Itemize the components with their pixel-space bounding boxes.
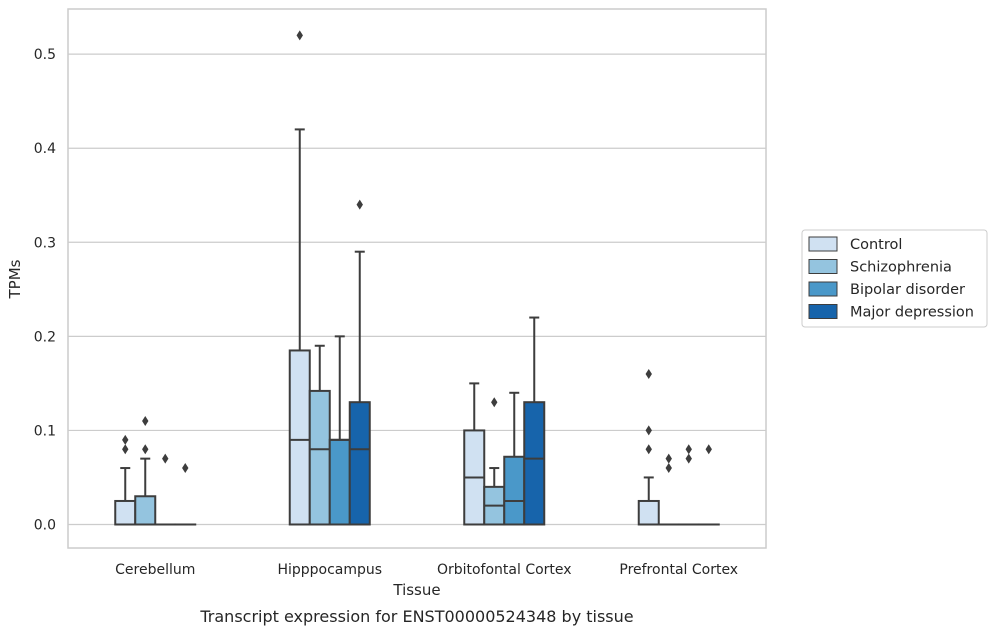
box xyxy=(134,416,157,526)
box-series xyxy=(114,30,720,526)
outlier-point xyxy=(685,453,692,464)
y-axis-label: TPMs xyxy=(6,259,24,299)
plot-area-frame xyxy=(67,8,767,549)
legend: Control Schizophrenia Bipolar disorder Majo… xyxy=(801,229,988,328)
outlier-point xyxy=(685,444,692,455)
legend-swatch xyxy=(808,304,838,319)
outlier-point xyxy=(645,425,652,436)
outlier-point xyxy=(665,463,672,474)
box-body xyxy=(288,349,311,526)
box xyxy=(503,391,526,526)
y-tick-label: 0.3 xyxy=(34,235,56,251)
legend-item: Schizophrenia xyxy=(808,259,952,276)
outlier-point xyxy=(142,416,149,427)
outlier-point xyxy=(182,463,189,474)
box xyxy=(114,434,137,526)
box xyxy=(308,344,331,526)
box-body xyxy=(348,401,371,526)
legend-label: Control xyxy=(850,237,902,253)
legend-frame xyxy=(801,229,988,328)
x-axis-label: Tissue xyxy=(392,581,440,599)
legend-label: Major depression xyxy=(850,305,974,321)
box xyxy=(463,382,486,526)
outlier-point xyxy=(491,397,498,408)
series-schizophrenia xyxy=(134,344,680,526)
box-body xyxy=(523,401,546,526)
gridlines xyxy=(68,53,766,526)
box xyxy=(348,199,371,526)
y-tick-label: 0.0 xyxy=(34,517,56,533)
x-tick-labels: Cerebellum Hipppocampus Orbitofontal Corte… xyxy=(115,562,738,578)
series-bipolar-disorder xyxy=(154,335,700,526)
outlier-point xyxy=(162,453,169,464)
x-tick-label: Hipppocampus xyxy=(277,562,382,578)
outlier-point xyxy=(665,453,672,464)
outlier-point xyxy=(122,444,129,455)
y-tick-labels: 0.0 0.1 0.2 0.3 0.4 0.5 xyxy=(34,47,56,533)
legend-item: Bipolar disorder xyxy=(808,281,965,298)
series-major-depression xyxy=(174,199,720,526)
outlier-point xyxy=(142,444,149,455)
y-tick-label: 0.2 xyxy=(34,329,56,345)
outlier-point xyxy=(705,444,712,455)
box-body xyxy=(114,499,137,526)
box xyxy=(637,368,660,526)
box xyxy=(483,397,506,526)
box xyxy=(523,316,546,526)
outlier-point xyxy=(645,444,652,455)
box xyxy=(174,463,197,526)
series-control xyxy=(114,30,660,526)
y-tick-label: 0.1 xyxy=(34,423,56,439)
legend-swatch xyxy=(808,281,838,297)
outlier-point xyxy=(122,434,129,445)
legend-swatch xyxy=(808,259,838,274)
box-body xyxy=(308,389,331,526)
outlier-point xyxy=(356,199,363,210)
x-tick-label: Cerebellum xyxy=(115,562,195,578)
box xyxy=(288,30,311,526)
legend-label: Schizophrenia xyxy=(850,260,952,276)
legend-label: Bipolar disorder xyxy=(850,282,965,298)
box-body xyxy=(503,455,526,526)
legend-item: Major depression xyxy=(808,304,974,321)
y-tick-label: 0.4 xyxy=(34,141,56,157)
box-body xyxy=(328,438,351,526)
legend-item: Control xyxy=(808,236,902,253)
box-body xyxy=(134,495,157,526)
x-tick-label: Prefrontal Cortex xyxy=(619,562,738,578)
outlier-point xyxy=(296,30,303,41)
box-body xyxy=(637,499,660,526)
box xyxy=(657,453,680,526)
y-tick-label: 0.5 xyxy=(34,47,56,63)
outlier-point xyxy=(645,368,652,379)
figure-caption: Transcript expression for ENST0000052434… xyxy=(199,607,633,626)
box xyxy=(154,453,177,526)
x-tick-label: Orbitofontal Cortex xyxy=(437,562,572,578)
box xyxy=(697,444,720,526)
legend-swatch xyxy=(808,236,838,252)
box xyxy=(677,444,700,526)
